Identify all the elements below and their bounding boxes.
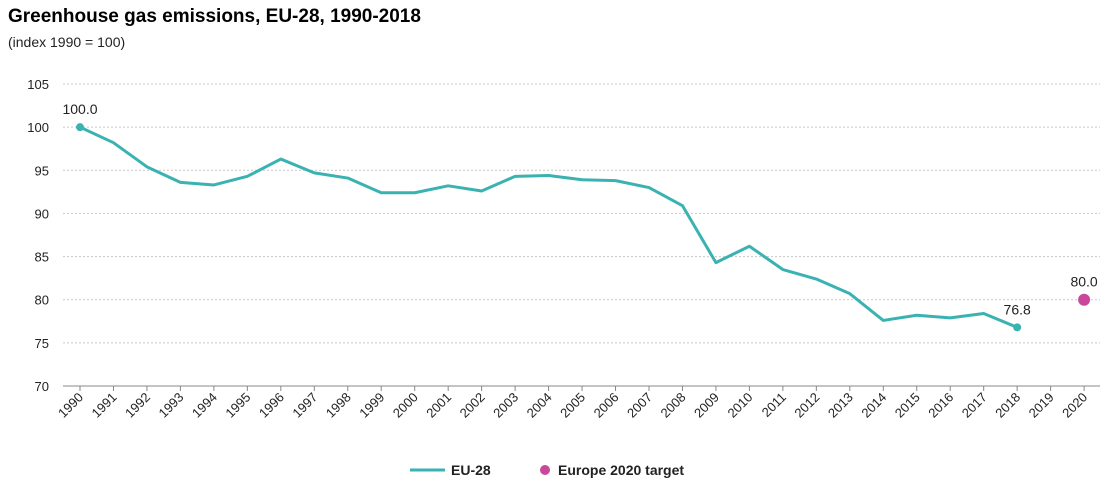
x-tick-label: 1994 (189, 390, 220, 421)
x-tick-label: 2001 (423, 390, 454, 421)
x-tick-label: 2003 (490, 390, 521, 421)
x-tick-label: 2004 (524, 390, 555, 421)
x-tick-label: 1992 (122, 390, 153, 421)
x-tick-label: 2000 (390, 390, 421, 421)
y-tick-label: 90 (35, 206, 49, 221)
x-tick-label: 1998 (323, 390, 354, 421)
y-tick-label: 70 (35, 379, 49, 394)
x-tick-label: 1999 (356, 390, 387, 421)
x-tick-label: 2020 (1059, 390, 1090, 421)
x-tick-label: 1991 (89, 390, 120, 421)
y-tick-label: 95 (35, 163, 49, 178)
x-tick-label: 1995 (222, 390, 253, 421)
x-tick-label: 2006 (591, 390, 622, 421)
legend-label-target: Europe 2020 target (558, 462, 684, 478)
y-tick-label: 85 (35, 250, 49, 265)
eu-28-point (76, 123, 84, 132)
x-tick-label: 1997 (289, 390, 320, 421)
x-tick-label: 2013 (825, 390, 856, 421)
chart-title: Greenhouse gas emissions, EU-28, 1990-20… (8, 6, 421, 27)
x-tick-label: 2009 (691, 390, 722, 421)
y-tick-label: 100 (27, 120, 49, 135)
series-line-eu-28 (79, 125, 1018, 329)
eu-28-point (1013, 323, 1022, 332)
legend-swatch-target (540, 465, 550, 475)
y-tick-label: 80 (35, 293, 49, 308)
x-tick-label: 2010 (724, 390, 755, 421)
chart-subtitle: (index 1990 = 100) (8, 34, 126, 50)
y-tick-label: 75 (35, 336, 49, 351)
x-tick-label: 2011 (759, 390, 789, 420)
x-tick-label: 2012 (791, 390, 822, 421)
data-label: 100.0 (62, 101, 97, 117)
x-tick-label: 2017 (959, 390, 990, 421)
x-tick-label: 1996 (256, 390, 287, 421)
x-tick-label: 1993 (155, 390, 186, 421)
data-label: 76.8 (1004, 301, 1031, 317)
x-tick-label: 2008 (658, 390, 689, 421)
x-tick-label: 2005 (557, 390, 588, 421)
x-tick-label: 2002 (457, 390, 488, 421)
data-label: 80.0 (1070, 274, 1097, 290)
x-tick-label: 2019 (1026, 390, 1057, 421)
x-tick-label: 2015 (892, 390, 923, 421)
x-tick-label: 2016 (925, 390, 956, 421)
x-tick-label: 2014 (858, 390, 889, 421)
x-tick-label: 2018 (992, 390, 1023, 421)
x-tick-label: 1990 (55, 390, 86, 421)
legend-label-eu-28: EU-28 (451, 462, 491, 478)
x-tick-label: 2007 (624, 390, 655, 421)
target-2020-point (1078, 293, 1091, 306)
y-tick-label: 105 (27, 77, 49, 92)
